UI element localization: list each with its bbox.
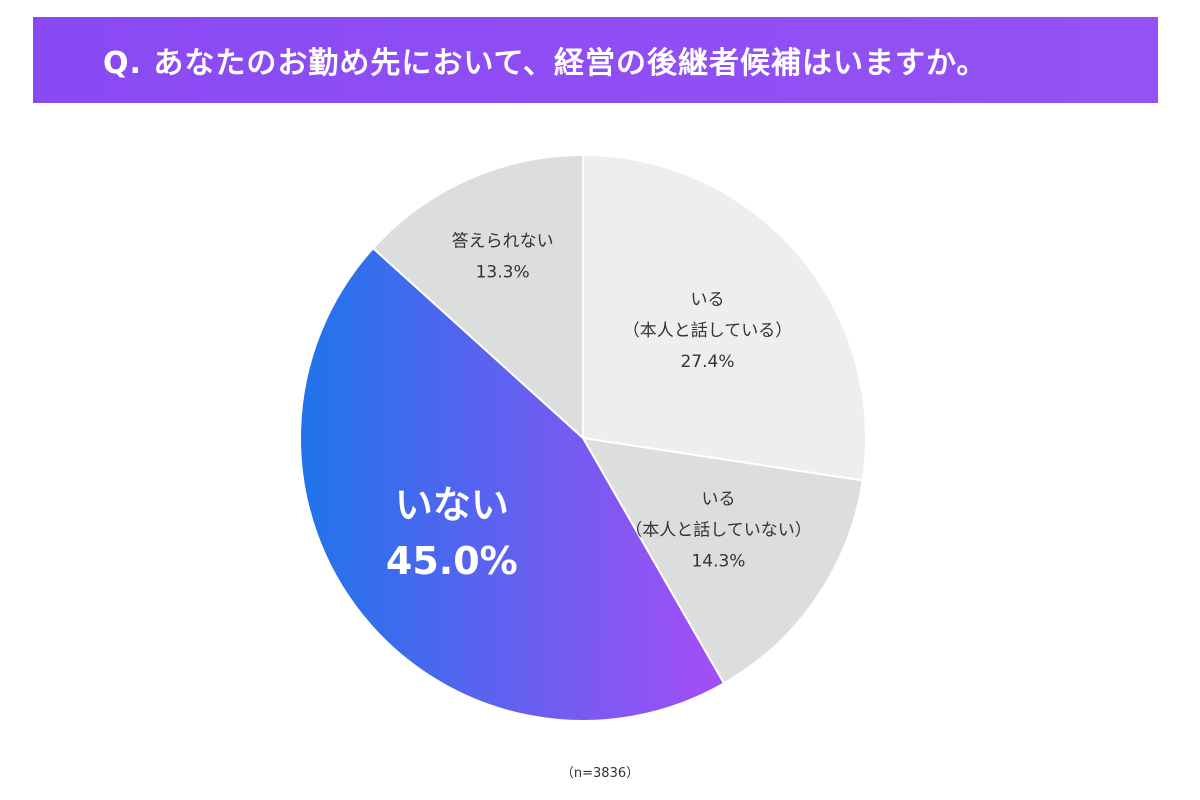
slice-2-name-label: （本人と話していない） (625, 521, 812, 541)
slice-1-value-label: 27.4% (680, 352, 734, 372)
slice-1-name-label: いる (690, 290, 724, 310)
slice-2-name-label: いる (701, 490, 735, 510)
pie-slice-3 (299, 246, 726, 722)
slice-2-value-label: 14.3% (691, 552, 745, 572)
title-banner: Q. あなたのお勤め先において、経営の後継者候補はいますか。 (33, 17, 1158, 103)
pie-slice-4 (371, 153, 584, 441)
slice-3-name-label: いない (395, 483, 509, 527)
pie-slice-2 (581, 436, 864, 685)
chart-title: Q. あなたのお勤め先において、経営の後継者候補はいますか。 (103, 46, 988, 81)
slice-4-name-label: 答えられない (452, 231, 554, 251)
slice-4-value-label: 13.3% (476, 262, 530, 282)
pie-slice-1 (582, 153, 867, 482)
slice-3-value-label: 45.0% (386, 539, 518, 583)
slice-1-name-label: （本人と話している） (623, 321, 793, 341)
sample-size-note: （n=3836） (560, 766, 640, 781)
